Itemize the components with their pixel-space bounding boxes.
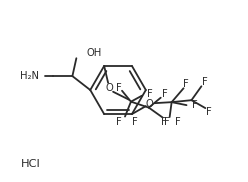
Text: F: F bbox=[183, 79, 188, 89]
Text: F: F bbox=[116, 83, 122, 93]
Text: F: F bbox=[202, 77, 207, 87]
Text: O: O bbox=[105, 83, 113, 93]
Text: F: F bbox=[207, 107, 212, 117]
Text: F: F bbox=[192, 100, 198, 110]
Text: F: F bbox=[147, 89, 153, 99]
Text: F: F bbox=[132, 116, 138, 126]
Text: F: F bbox=[164, 116, 170, 126]
Text: H₂N: H₂N bbox=[20, 71, 39, 81]
Text: F: F bbox=[161, 117, 167, 127]
Text: F: F bbox=[162, 89, 168, 99]
Text: O: O bbox=[146, 99, 154, 109]
Text: HCl: HCl bbox=[21, 159, 40, 169]
Text: OH: OH bbox=[86, 48, 101, 58]
Text: F: F bbox=[116, 116, 122, 126]
Text: F: F bbox=[175, 117, 181, 127]
